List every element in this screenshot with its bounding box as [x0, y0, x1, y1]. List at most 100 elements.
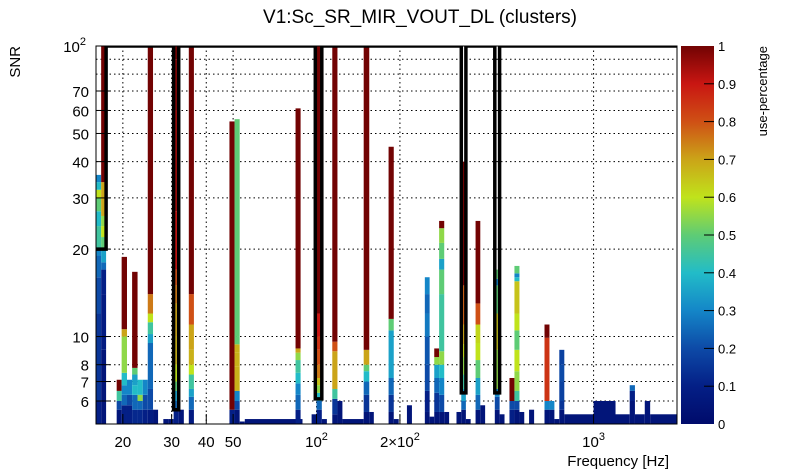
heatmap-cell	[116, 400, 122, 410]
y-tick-label: 20	[72, 242, 89, 259]
heatmap-cell	[121, 394, 127, 406]
heatmap-cell	[121, 329, 127, 337]
heatmap-cell	[321, 419, 327, 424]
heatmap-cell	[142, 394, 148, 410]
heatmap-cell	[475, 394, 481, 410]
heatmap-cell	[494, 285, 500, 314]
heatmap-cell	[424, 411, 430, 424]
heatmap-cell	[559, 381, 565, 401]
heatmap-cell	[634, 414, 645, 424]
heatmap-cell	[147, 409, 154, 424]
heatmap-cell	[439, 258, 445, 270]
heatmap-cell	[388, 377, 394, 395]
heatmap-cell	[295, 348, 301, 353]
heatmap-cell	[461, 388, 466, 401]
heatmap-cell	[363, 46, 370, 350]
heatmap-cell	[316, 409, 322, 424]
heatmap-cell	[173, 336, 179, 365]
heatmap-cell	[494, 396, 500, 410]
heatmap-cell	[142, 379, 148, 395]
heatmap-cell	[229, 121, 235, 410]
heatmap-cell	[188, 374, 194, 389]
heatmap-cell	[369, 411, 374, 424]
heatmap-cell	[388, 411, 394, 424]
heatmap-cell	[514, 400, 520, 410]
heatmap-cell	[388, 318, 394, 331]
contour-line	[96, 46, 677, 412]
heatmap-cell	[137, 379, 143, 395]
heatmap-cell	[239, 421, 245, 424]
heatmap-cell	[147, 313, 154, 323]
heatmap-cell	[509, 400, 515, 410]
heatmap-cell	[101, 349, 107, 424]
heatmap-cell	[629, 385, 635, 391]
x-tick-label: 102	[305, 431, 328, 451]
heatmap-cell	[332, 46, 338, 342]
heatmap-cell	[439, 228, 445, 243]
colorbar-tick-label: 0.2	[718, 341, 736, 356]
heatmap-cell	[363, 411, 370, 424]
heatmap-cell	[316, 385, 322, 393]
heatmap-cell	[650, 414, 677, 424]
plot-frame	[95, 45, 678, 425]
heatmap-cell	[142, 409, 148, 424]
heatmap-cell	[116, 409, 122, 424]
heatmap-cell	[96, 197, 102, 212]
y-tick-label: 10	[72, 330, 89, 347]
heatmap-cell	[101, 249, 107, 263]
heatmap-cell	[188, 349, 194, 365]
heatmap-cell	[316, 400, 322, 410]
heatmap-cell	[434, 392, 440, 412]
heatmap-cell	[96, 174, 102, 183]
heatmap-cell	[316, 336, 322, 350]
heatmap-cell	[132, 367, 138, 375]
heatmap-cell	[188, 324, 194, 350]
heatmap-cell	[332, 398, 338, 415]
heatmap-cell	[424, 313, 430, 337]
heatmap-cell	[439, 364, 445, 378]
heatmap-cell	[332, 388, 338, 399]
heatmap-cell	[475, 303, 481, 325]
heatmap-cell	[332, 341, 338, 352]
heatmap-cell	[406, 405, 412, 424]
heatmap-cell	[629, 400, 635, 424]
heatmap-cell	[188, 46, 194, 295]
colorbar-tick-label: 0	[718, 417, 725, 432]
heatmap-cell	[439, 351, 445, 365]
heatmap-cell	[461, 409, 466, 424]
heatmap-cell	[188, 294, 194, 325]
heatmap-cell	[132, 374, 138, 386]
heatmap-cell	[121, 256, 127, 330]
heatmap-cell	[173, 303, 179, 337]
heatmap-cell	[514, 409, 520, 424]
heatmap-cell	[439, 220, 445, 229]
colorbar-tick-label: 0.4	[718, 266, 736, 281]
heatmap-cell	[363, 364, 370, 372]
heatmap-cell	[494, 409, 500, 424]
heatmap-cell	[173, 59, 179, 111]
heatmap-cell	[439, 269, 445, 295]
heatmap-cell	[514, 277, 520, 282]
heatmap-cell	[173, 409, 179, 424]
heatmap-cell	[559, 349, 565, 365]
heatmap-cell	[514, 265, 520, 274]
x-tick-exponent: 2	[414, 431, 420, 443]
heatmap-cell	[121, 372, 127, 386]
heatmap-cell	[96, 255, 102, 278]
heatmap-cell	[439, 242, 445, 259]
heatmap-cell	[173, 110, 179, 212]
x-axis-label: Frequency [Hz]	[567, 453, 669, 470]
heatmap-cell	[121, 336, 127, 373]
y-tick-label: 7	[81, 375, 89, 392]
heatmap-cell	[234, 409, 240, 424]
heatmap-cell	[559, 409, 565, 424]
heatmap-cell	[126, 405, 133, 424]
heatmap-cell	[147, 294, 154, 314]
heatmap-cell	[96, 226, 102, 250]
y-tick-label: 40	[72, 155, 89, 172]
heatmap-cell	[168, 419, 174, 424]
heatmap-cell	[559, 400, 565, 410]
heatmap-cell	[234, 390, 240, 401]
y-axis-label: SNR	[7, 46, 24, 78]
heatmap-cell	[126, 394, 133, 406]
